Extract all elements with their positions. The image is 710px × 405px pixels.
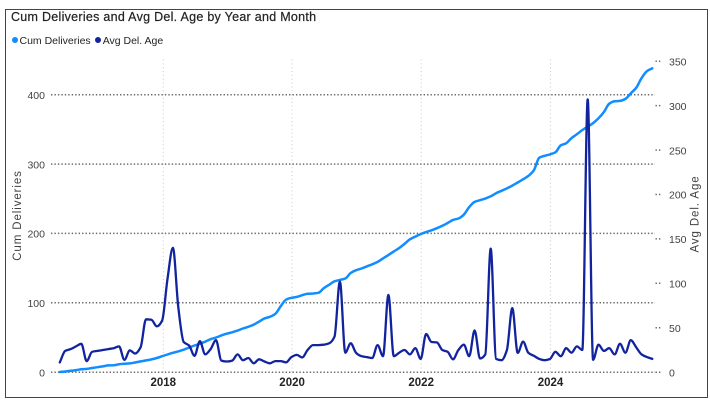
svg-text:100: 100 bbox=[27, 298, 45, 310]
svg-text:2018: 2018 bbox=[151, 377, 177, 389]
svg-text:250: 250 bbox=[669, 145, 687, 157]
svg-text:300: 300 bbox=[669, 101, 687, 113]
svg-text:0: 0 bbox=[39, 367, 45, 379]
svg-text:Avg Del. Age: Avg Del. Age bbox=[690, 175, 702, 252]
svg-text:300: 300 bbox=[27, 159, 45, 171]
svg-text:100: 100 bbox=[669, 279, 687, 291]
svg-text:2024: 2024 bbox=[538, 377, 564, 389]
svg-text:50: 50 bbox=[669, 323, 681, 335]
svg-text:2020: 2020 bbox=[279, 377, 305, 389]
svg-text:150: 150 bbox=[669, 234, 687, 246]
svg-text:350: 350 bbox=[669, 56, 687, 68]
svg-text:0: 0 bbox=[669, 367, 675, 379]
svg-text:200: 200 bbox=[669, 190, 687, 202]
svg-text:400: 400 bbox=[27, 90, 45, 102]
svg-text:Cum Deliveries: Cum Deliveries bbox=[12, 170, 24, 261]
svg-text:200: 200 bbox=[27, 229, 45, 241]
svg-text:2022: 2022 bbox=[408, 377, 434, 389]
